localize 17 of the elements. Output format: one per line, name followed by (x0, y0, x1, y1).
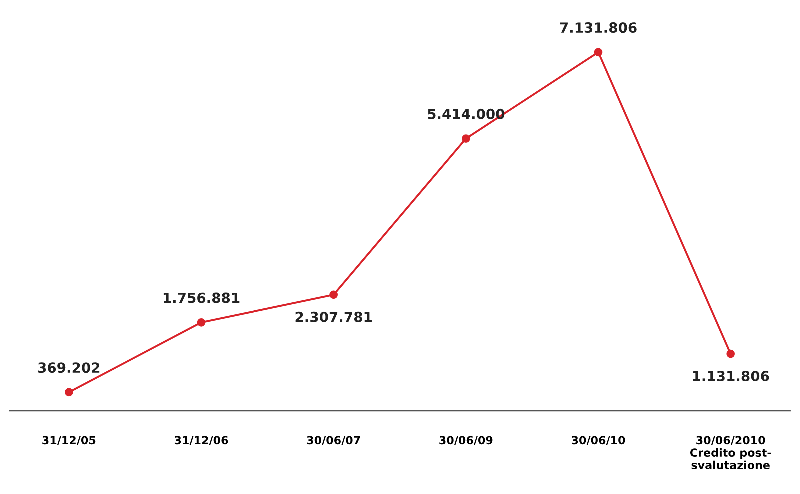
data-label: 2.307.781 (296, 312, 372, 322)
point (64, 388, 74, 397)
data-label: 1.756.881 (164, 292, 240, 304)
x-tick-label: 31/12/05 (42, 436, 96, 446)
point (462, 134, 470, 143)
x-tick-label: 30/06/09 (440, 436, 493, 446)
point (330, 290, 338, 300)
x-tick-label: 31/12/06 (174, 436, 228, 446)
x-tick-label: 30/06/10 (572, 436, 626, 446)
point (726, 350, 736, 358)
data-label: 1.131.806 (693, 371, 770, 382)
point (197, 318, 206, 327)
x-tick-label: 30/06/2010 Credito post- svalutazione (690, 436, 772, 470)
point (594, 48, 603, 57)
data-label: 369.202 (38, 362, 100, 374)
x-tick-label: 30/06/07 (307, 436, 360, 446)
data-label: 7.131.806 (560, 22, 637, 34)
